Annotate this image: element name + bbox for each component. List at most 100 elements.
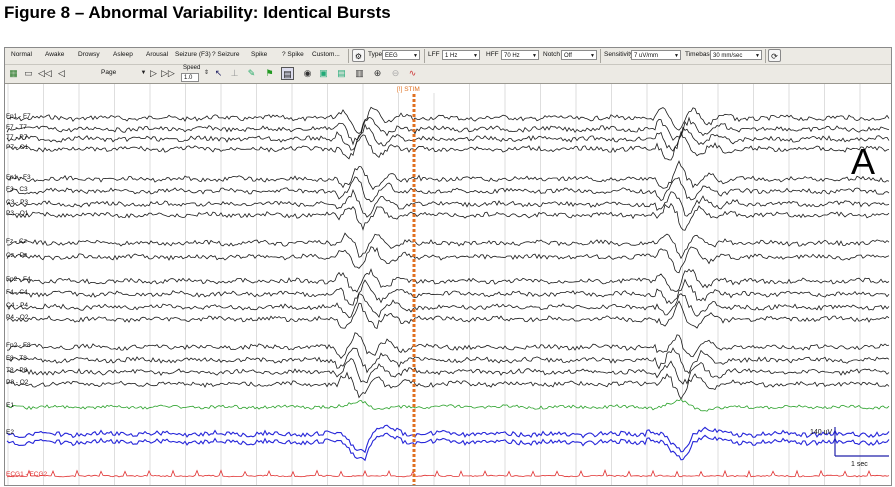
zoom-in-icon[interactable]: ⊕ <box>373 68 382 78</box>
notch-label: Notch <box>543 51 560 58</box>
sensitivity-select[interactable]: 7 uV/mm ▼ <box>631 50 681 60</box>
camera-icon[interactable]: ▭ <box>24 68 33 78</box>
event-button-asleep[interactable]: Asleep <box>113 51 133 58</box>
event-button-arousal[interactable]: Arousal <box>146 51 169 58</box>
channel-label: Fp1 - F3 <box>6 174 31 181</box>
event-toolbar: Normal Awake Drowsy Asleep Arousal Seizu… <box>5 48 891 65</box>
separator <box>348 49 349 63</box>
event-button-normal[interactable]: Normal <box>11 51 32 58</box>
trace-e2 <box>6 424 890 454</box>
trace-fp1-f3 <box>6 160 890 191</box>
trace-c3-p3 <box>6 188 890 218</box>
event-button-seizure[interactable]: Seizure (F3) <box>175 51 211 58</box>
channel-label: Fp1 - F7 <box>6 113 31 120</box>
hff-label: HFF <box>486 51 499 58</box>
speed-label: Speed <box>183 65 201 71</box>
eeg-waveform-panel[interactable]: [!] STIM 140 uV 1 sec A Fp1 - F7 F7 - T7 T… <box>5 84 891 485</box>
type-select[interactable]: EEG ▼ <box>382 50 420 60</box>
chevron-down-icon: ▼ <box>674 53 679 59</box>
timebase-select[interactable]: 30 mm/sec ▼ <box>710 50 762 60</box>
channel-label: F4 - C4 <box>6 289 28 296</box>
type-label: Type <box>368 51 383 58</box>
trace-cz-pz <box>6 246 890 274</box>
chevron-down-icon: ▼ <box>590 53 595 59</box>
marker-tool-icon[interactable]: ⚑ <box>265 68 274 78</box>
chevron-down-icon: ▼ <box>532 53 537 59</box>
print-icon[interactable]: ▤ <box>337 68 346 78</box>
gear-icon[interactable]: ⚙ <box>352 49 365 62</box>
separator <box>424 49 425 63</box>
channel-label: E1 <box>6 402 14 409</box>
trace-t7-p7 <box>6 123 890 152</box>
trace-e2-secondary <box>6 432 890 462</box>
trace-ecg1-ecg2 <box>6 469 890 478</box>
channel-label: C4 - P4 <box>6 302 29 309</box>
refresh-icon[interactable]: ⟳ <box>768 49 781 62</box>
channel-label: Fp2 - F4 <box>6 276 31 283</box>
channel-label: P3 - O1 <box>6 210 29 217</box>
event-button-custom[interactable]: Custom... <box>312 51 340 58</box>
channel-label: F7 - T7 <box>6 124 27 131</box>
trace-f3-c3 <box>6 176 890 203</box>
chevron-down-icon: ▼ <box>413 53 418 59</box>
event-button-spike[interactable]: Spike <box>251 51 268 58</box>
speed-spinner-icon[interactable]: ⇕ <box>203 70 210 76</box>
lff-select[interactable]: 1 Hz ▼ <box>442 50 480 60</box>
channel-label: E2 <box>6 429 14 436</box>
lff-label: LFF <box>428 51 440 58</box>
trace-f7-t7 <box>6 116 890 146</box>
calibration-scale: 140 uV 1 sec <box>810 427 889 468</box>
trace-p3-o1 <box>6 202 890 231</box>
trace-fp2-f4 <box>6 268 890 293</box>
channel-label: F8 - T8 <box>6 355 27 362</box>
event-button-awake[interactable]: Awake <box>45 51 65 58</box>
montage-icon[interactable]: ▦ <box>9 68 18 78</box>
page-label: Page <box>101 69 117 76</box>
channel-label: Fp2 - F8 <box>6 342 31 349</box>
eeg-traces[interactable]: [!] STIM 140 uV 1 sec A <box>5 84 891 485</box>
report-icon[interactable]: ▥ <box>355 68 364 78</box>
trace-p8-o2 <box>6 371 890 400</box>
event-button-possible-spike[interactable]: ? Spike <box>282 51 304 58</box>
spike-detect-icon[interactable]: ◉ <box>303 68 312 78</box>
trace-t8-p8 <box>6 357 890 385</box>
channel-label: ECG1 - ECG2 <box>6 471 48 478</box>
skip-back-icon[interactable]: ◁◁ <box>38 68 52 78</box>
eeg-viewer-window: Normal Awake Drowsy Asleep Arousal Seizu… <box>4 47 892 486</box>
event-button-possible-seizure[interactable]: ? Seizure <box>212 51 240 58</box>
stim-marker-label: [!] STIM <box>397 86 420 93</box>
channel-label: Fz - Cz <box>6 238 27 245</box>
step-forward-icon[interactable]: ▷ <box>150 68 157 78</box>
notch-select[interactable]: Off ▼ <box>561 50 597 60</box>
amplitude-scale-label: 140 uV <box>810 429 833 436</box>
skip-forward-icon[interactable]: ▷▷ <box>161 68 175 78</box>
separator <box>765 49 766 63</box>
step-back-icon[interactable]: ◁ <box>58 68 65 78</box>
cursor-tool-icon[interactable]: ↖ <box>214 68 223 78</box>
trace-f8-t8 <box>6 347 890 375</box>
channel-label: T8 - P8 <box>6 367 28 374</box>
event-button-drowsy[interactable]: Drowsy <box>78 51 100 58</box>
time-scale-label: 1 sec <box>851 461 868 468</box>
measure-tool-icon[interactable]: ⊥ <box>230 68 239 78</box>
waveform-icon[interactable]: ∿ <box>408 68 417 78</box>
timebase-label: Timebase <box>685 51 714 58</box>
grid-toggle-icon[interactable]: ▤ <box>281 67 294 80</box>
trace-f4-c4 <box>6 278 890 306</box>
channel-traces <box>6 106 890 478</box>
trace-fp2-f8 <box>6 332 890 359</box>
export-icon[interactable]: ▣ <box>319 68 328 78</box>
channel-label: P8 - O2 <box>6 379 29 386</box>
annotate-tool-icon[interactable]: ✎ <box>247 68 256 78</box>
channel-label: Cz - Pz <box>6 252 28 259</box>
zoom-out-icon[interactable]: ⊖ <box>391 68 400 78</box>
figure-title: Figure 8 – Abnormal Variability: Identic… <box>4 3 391 22</box>
chevron-down-icon: ▼ <box>755 53 760 59</box>
page-chevron-down-icon[interactable]: ▼ <box>140 70 147 76</box>
chevron-down-icon: ▼ <box>473 53 478 59</box>
channel-label: P4 - O2 <box>6 314 29 321</box>
channel-label: C3 - P3 <box>6 199 29 206</box>
speed-input[interactable]: 1.0 <box>181 73 199 82</box>
sensitivity-label: Sensitivity <box>604 51 634 58</box>
hff-select[interactable]: 70 Hz ▼ <box>501 50 539 60</box>
